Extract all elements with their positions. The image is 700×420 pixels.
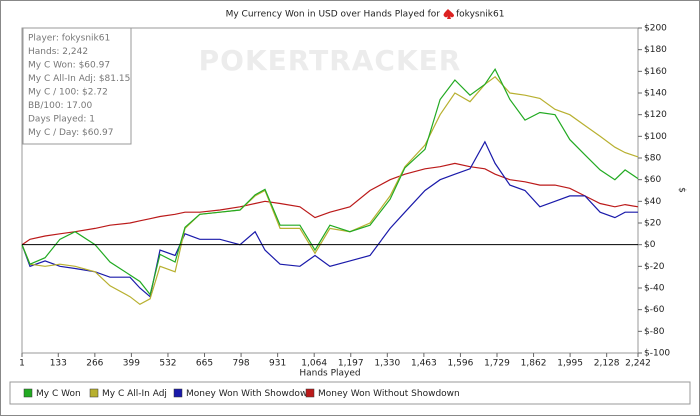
y-axis-label: $ xyxy=(677,187,687,193)
x-tick-label: 532 xyxy=(159,359,176,369)
legend-label: Money Won With Showdown xyxy=(186,389,313,399)
chart-title-player: fokysnik61 xyxy=(456,10,504,20)
x-axis-label: Hands Played xyxy=(299,369,360,379)
watermark: POKERTRACKER xyxy=(199,44,462,77)
plot-area xyxy=(21,27,639,354)
x-tick-label: 2,242 xyxy=(625,359,651,369)
y-tick-label: $-100 xyxy=(644,349,670,359)
x-tick-label: 1,064 xyxy=(301,359,327,369)
spade-icon xyxy=(443,9,455,19)
info-line: My C Won: $60.97 xyxy=(28,61,110,71)
legend-swatch xyxy=(173,388,183,398)
legend-label: Money Won Without Showdown xyxy=(318,389,460,399)
x-tick-label: 1 xyxy=(19,359,25,369)
y-tick-label: $-20 xyxy=(644,262,665,272)
info-line: Days Played: 1 xyxy=(28,115,95,125)
x-tick-label: 1,330 xyxy=(374,359,400,369)
info-line: Hands: 2,242 xyxy=(28,47,88,57)
x-tick-label: 798 xyxy=(232,359,249,369)
y-tick-label: $60 xyxy=(644,175,661,185)
info-line: My C / Day: $60.97 xyxy=(28,128,114,138)
x-tick-label: 133 xyxy=(50,359,67,369)
info-line: My C / 100: $2.72 xyxy=(28,88,108,98)
x-tick-label: 1,197 xyxy=(338,359,364,369)
x-tick-label: 266 xyxy=(86,359,103,369)
info-line: Player: fokysnik61 xyxy=(28,34,110,44)
info-box xyxy=(22,27,132,145)
y-tick-label: $160 xyxy=(644,67,667,77)
y-tick-label: $-40 xyxy=(644,284,665,294)
legend-swatch xyxy=(23,388,33,398)
info-line: My C All-In Adj: $81.15 xyxy=(28,74,130,84)
y-tick-label: $120 xyxy=(644,110,667,120)
x-tick-label: 1,463 xyxy=(411,359,437,369)
x-tick-label: 2,128 xyxy=(594,359,620,369)
x-tick-label: 1,729 xyxy=(484,359,510,369)
series-line xyxy=(21,140,638,298)
y-tick-label: $100 xyxy=(644,132,667,142)
x-tick-label: 931 xyxy=(269,359,286,369)
x-tick-label: 1,596 xyxy=(448,359,474,369)
legend-swatch xyxy=(89,388,99,398)
y-tick-label: $80 xyxy=(644,154,661,164)
y-tick-label: $140 xyxy=(644,89,667,99)
legend-label: My C All-In Adj xyxy=(102,389,167,399)
y-tick-label: $20 xyxy=(644,219,661,229)
legend-label: My C Won xyxy=(36,389,81,399)
y-tick-label: $40 xyxy=(644,197,661,207)
x-tick-label: 665 xyxy=(196,359,213,369)
x-tick-label: 1,995 xyxy=(557,359,583,369)
info-line: BB/100: 17.00 xyxy=(28,101,92,111)
legend xyxy=(9,381,691,405)
series-line xyxy=(21,162,639,246)
x-tick-label: 1,862 xyxy=(521,359,547,369)
y-tick-label: $-60 xyxy=(644,305,665,315)
chart-title: My Currency Won in USD over Hands Played… xyxy=(226,10,441,20)
legend-swatch xyxy=(305,388,315,398)
x-tick-label: 399 xyxy=(123,359,140,369)
title-group: My Currency Won in USD over Hands Played… xyxy=(226,9,504,20)
y-tick-label: $200 xyxy=(644,24,667,34)
series-line xyxy=(21,68,639,296)
y-tick-label: $-80 xyxy=(644,327,665,337)
series-line xyxy=(21,75,639,306)
y-tick-label: $180 xyxy=(644,45,667,55)
y-tick-label: $0 xyxy=(644,240,656,250)
